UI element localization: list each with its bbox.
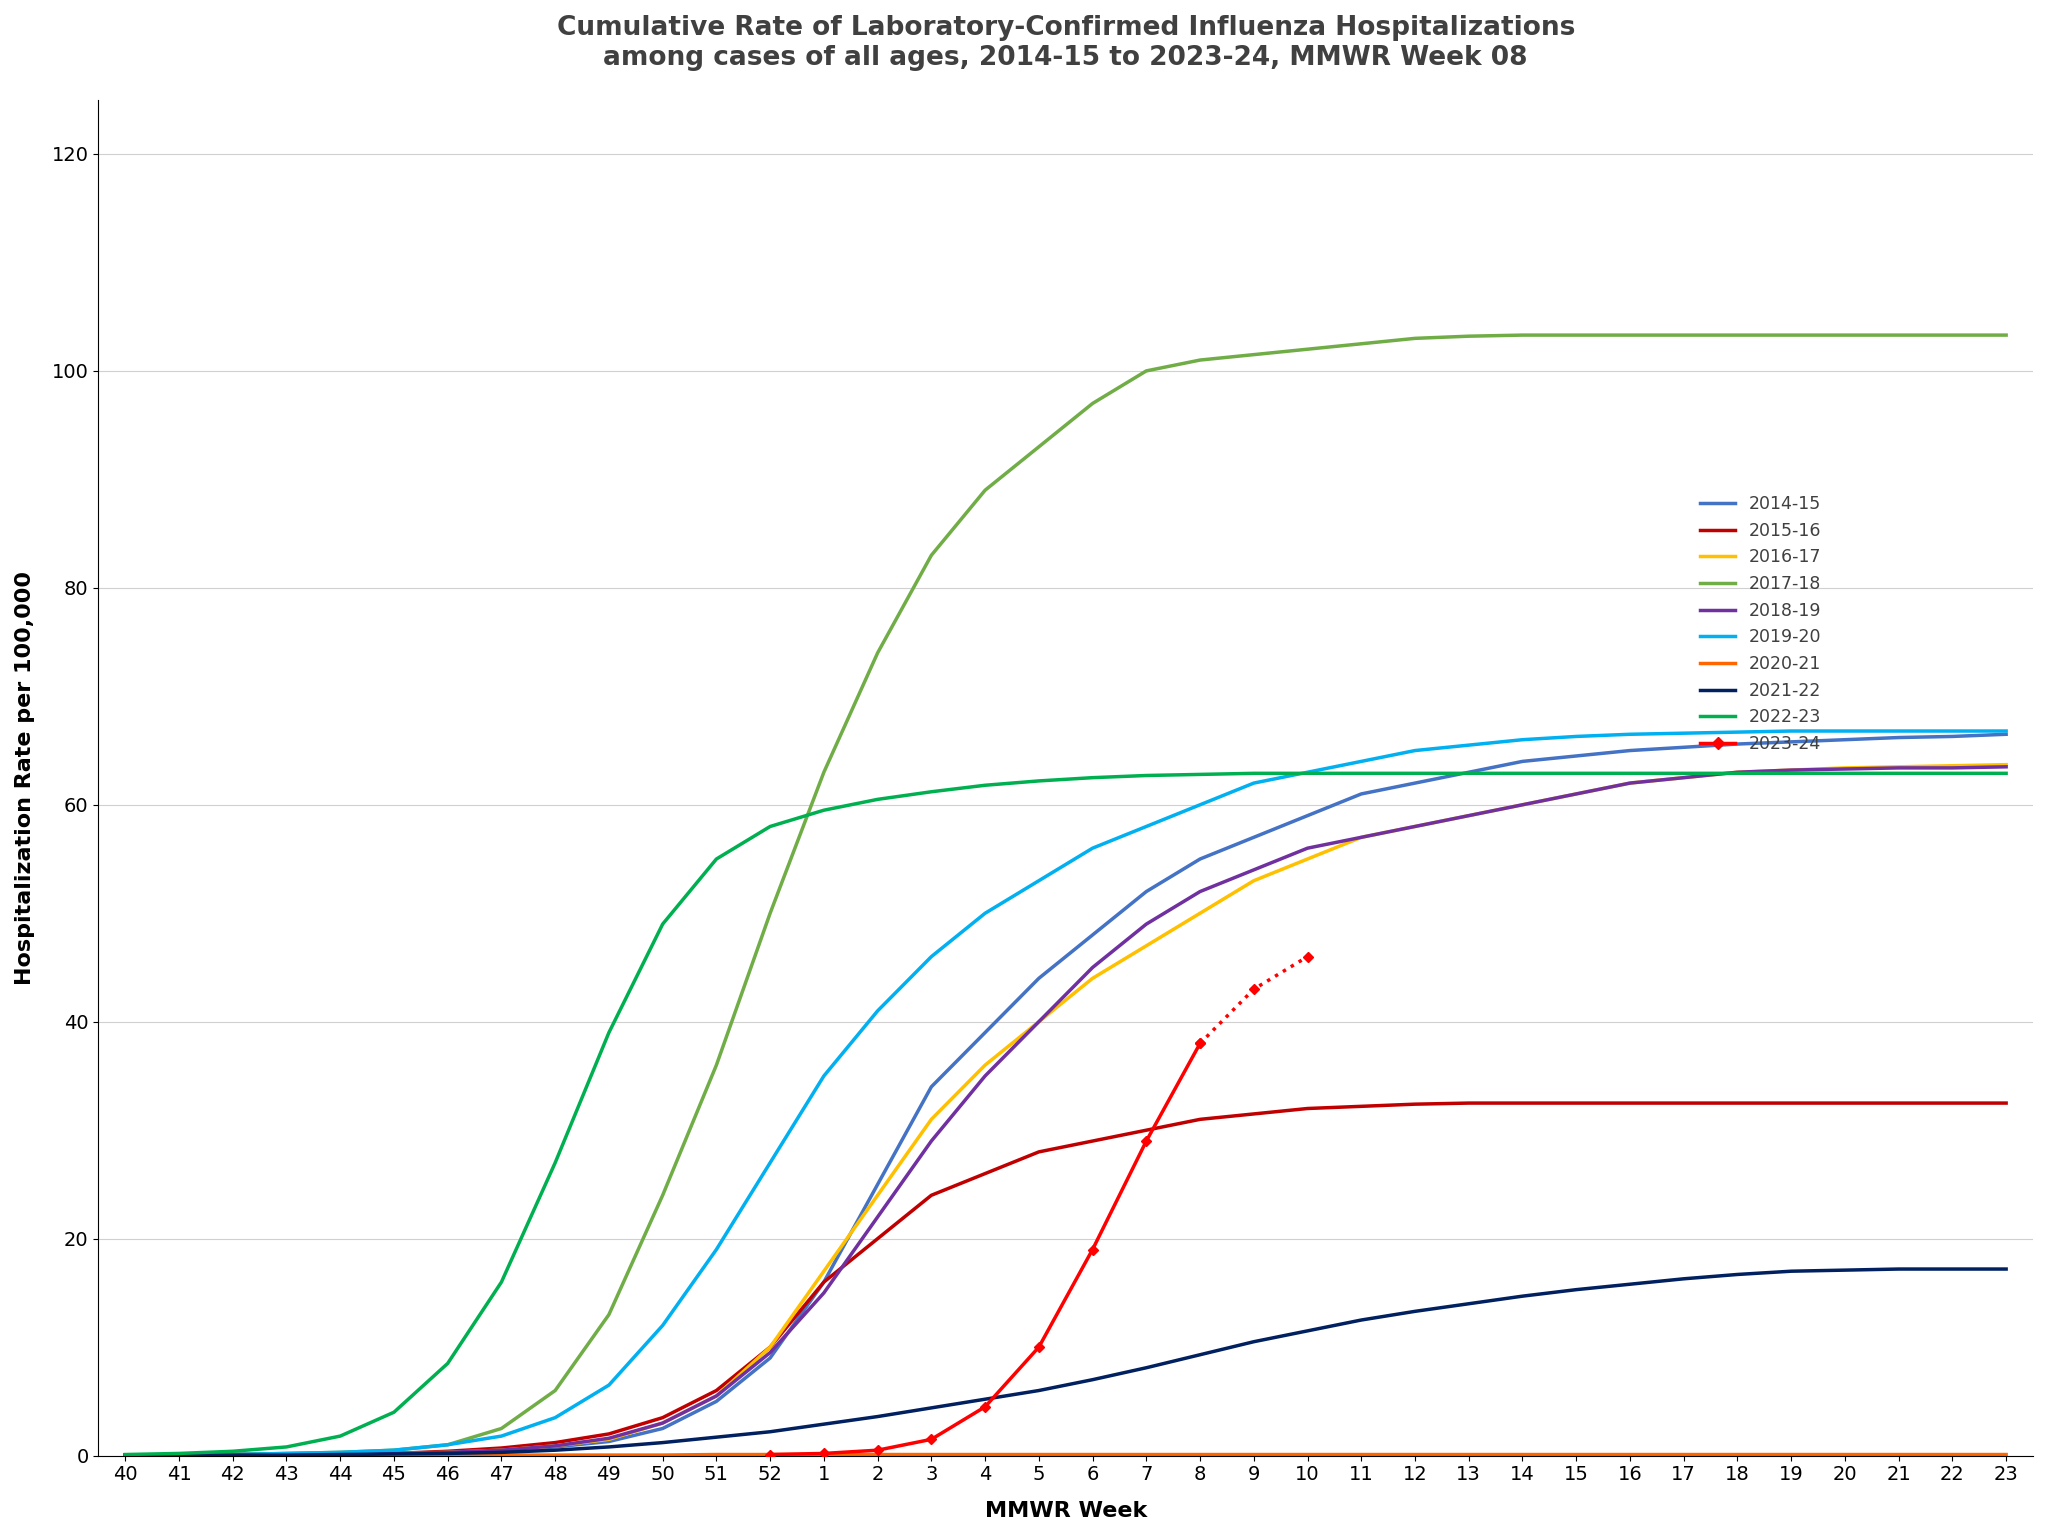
- Y-axis label: Hospitalization Rate per 100,000: Hospitalization Rate per 100,000: [14, 571, 35, 985]
- X-axis label: MMWR Week: MMWR Week: [985, 1501, 1147, 1521]
- Legend: 2014-15, 2015-16, 2016-17, 2017-18, 2018-19, 2019-20, 2020-21, 2021-22, 2022-23,: 2014-15, 2015-16, 2016-17, 2017-18, 2018…: [1694, 488, 1829, 760]
- Title: Cumulative Rate of Laboratory-Confirmed Influenza Hospitalizations
among cases o: Cumulative Rate of Laboratory-Confirmed …: [557, 15, 1575, 71]
